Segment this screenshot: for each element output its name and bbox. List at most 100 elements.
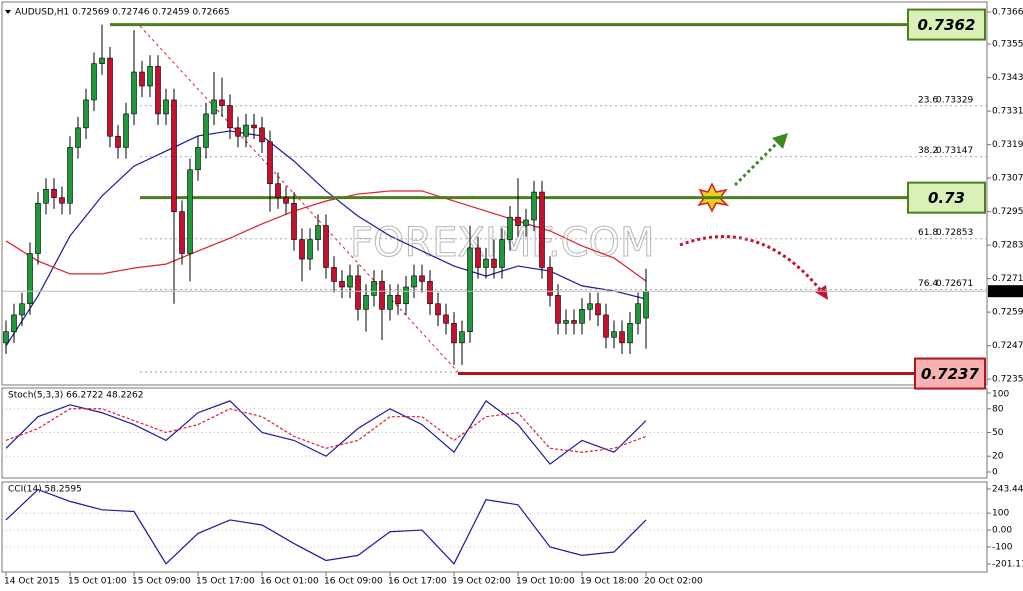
x-tick-label: 19 Oct 02:00 <box>452 577 511 587</box>
candle-body <box>243 124 249 137</box>
candle-body <box>387 295 393 310</box>
candle-body <box>259 127 265 143</box>
menu-arrow <box>5 10 11 14</box>
candle-body <box>171 99 177 212</box>
fibo-price: 0.72671 <box>936 279 973 289</box>
candle-body <box>283 197 289 204</box>
y-tick-label: -100 <box>992 542 1013 552</box>
up-arrow <box>733 138 782 187</box>
candle-body <box>619 331 625 344</box>
y-tick-label: 0.73665 <box>992 8 1023 18</box>
chart-title: AUDUSD,H1 0.72569 0.72746 0.72459 0.7266… <box>15 8 230 18</box>
candle-body <box>107 57 113 137</box>
up-arrowhead <box>772 133 788 149</box>
x-tick-label: 19 Oct 10:00 <box>516 577 575 587</box>
candle-body <box>227 105 233 129</box>
candle-body <box>307 239 313 260</box>
candle-body <box>547 267 553 296</box>
candle-body <box>11 314 17 332</box>
candle-body <box>315 225 321 240</box>
y-tick-label: 0.72350 <box>992 375 1023 385</box>
y-tick-label: 80 <box>992 404 1004 414</box>
candle-body <box>179 211 185 254</box>
last-price-label: 0.72665 <box>990 287 1023 297</box>
candle-body <box>507 216 513 240</box>
candle-body <box>555 295 561 324</box>
down-arrow <box>679 235 824 293</box>
fibo-price: 0.73147 <box>936 146 973 156</box>
fibo-price: 0.73329 <box>936 95 973 105</box>
y-tick-label: 100 <box>992 390 1009 400</box>
candle-body <box>163 99 169 115</box>
candle-body <box>563 320 569 324</box>
candle-body <box>19 303 25 316</box>
candle-body <box>139 71 145 87</box>
candle-body <box>371 281 377 296</box>
candle-body <box>491 258 497 268</box>
candle-body <box>475 247 481 268</box>
candle-body <box>339 281 345 288</box>
candle-body <box>435 303 441 316</box>
y-tick-label: -201.117 <box>992 560 1023 570</box>
candle-body <box>43 188 49 204</box>
indicator-line <box>5 130 647 347</box>
indicator-line <box>5 400 647 465</box>
candle-body <box>611 331 617 338</box>
candle-body <box>203 113 209 148</box>
fibo-ratio: 23.6 <box>918 95 938 105</box>
candle-body <box>131 71 137 115</box>
candle-body <box>75 127 81 148</box>
candle-body <box>195 147 201 171</box>
candle-body <box>147 66 153 87</box>
cci-title: CCI(14) 58.2595 <box>8 485 82 495</box>
x-tick-label: 15 Oct 17:00 <box>196 577 255 587</box>
down-arrowhead <box>815 285 828 300</box>
candle-body <box>235 127 241 137</box>
candle-body <box>35 202 41 254</box>
candle-body <box>155 66 161 115</box>
x-tick-label: 16 Oct 01:00 <box>260 577 319 587</box>
level-box <box>907 8 986 41</box>
level-label: 0.7237 <box>921 365 979 383</box>
candle-body <box>539 191 545 268</box>
y-tick-label: 0.00 <box>992 526 1012 536</box>
candle-body <box>59 197 65 204</box>
candle-body <box>267 141 273 185</box>
x-tick-label: 15 Oct 01:00 <box>68 577 127 587</box>
candle-body <box>251 124 257 129</box>
indicator-line <box>5 488 647 565</box>
candle-body <box>291 202 297 240</box>
x-tick-label: 15 Oct 09:00 <box>132 577 191 587</box>
stoch-title: Stoch(5,3,3) 66.2722 48.2262 <box>8 391 143 401</box>
x-tick-label: 14 Oct 2015 <box>4 577 60 587</box>
candle-body <box>211 99 217 115</box>
y-tick-label: 20 <box>992 452 1004 462</box>
candle-body <box>643 290 649 319</box>
candle-body <box>587 303 593 310</box>
candle-body <box>363 295 369 310</box>
candle-body <box>451 322 457 344</box>
level-box <box>914 357 986 390</box>
x-tick-label: 16 Oct 17:00 <box>388 577 447 587</box>
candle-body <box>323 225 329 268</box>
candle-body <box>627 322 633 344</box>
candle-body <box>355 275 361 310</box>
candle-body <box>419 275 425 282</box>
x-tick-label: 16 Oct 09:00 <box>324 577 383 587</box>
candle-body <box>571 320 577 324</box>
fibo-ratio: 38.2 <box>918 146 938 156</box>
candle-body <box>27 253 33 305</box>
candle-body <box>595 303 601 316</box>
fibo-price: 0.72853 <box>936 228 973 238</box>
level-label: 0.73 <box>928 189 965 207</box>
candle-body <box>331 267 337 282</box>
candle-body <box>67 147 73 204</box>
candle-body <box>499 239 505 268</box>
candle-body <box>3 331 9 344</box>
